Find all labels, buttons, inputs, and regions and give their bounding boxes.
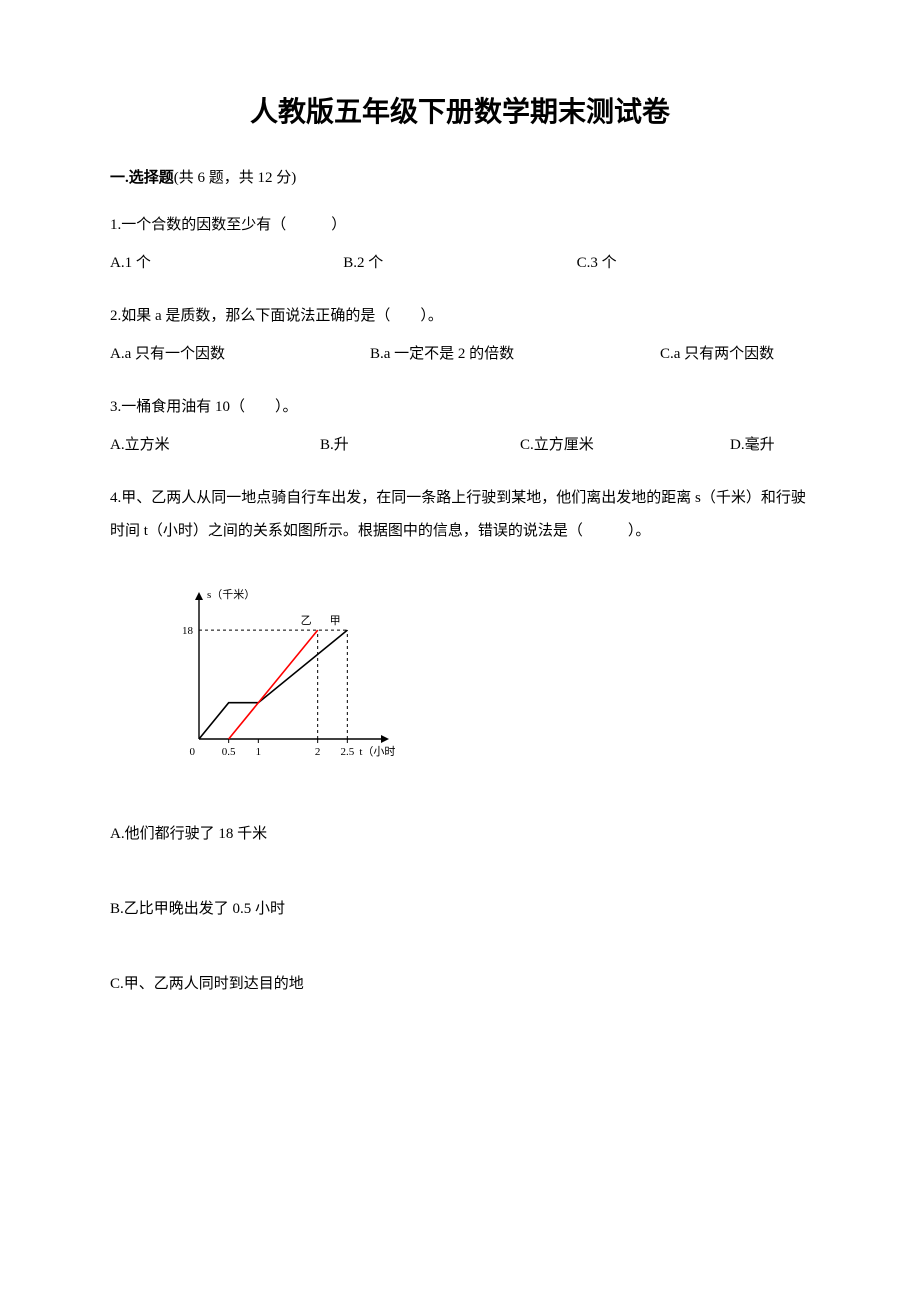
section-1-header: 一.选择题(共 6 题，共 12 分)	[110, 166, 810, 187]
q3-stem: 3.一桶食用油有 10（ ）。	[110, 391, 810, 424]
q3-option-b: B.升	[320, 430, 520, 460]
q1-stem: 1.一个合数的因数至少有（ ）	[110, 209, 810, 242]
q3-options: A.立方米B.升C.立方厘米D.毫升	[110, 430, 810, 460]
svg-text:18: 18	[182, 625, 194, 637]
doc-title: 人教版五年级下册数学期末测试卷	[110, 90, 810, 130]
svg-text:甲: 甲	[330, 615, 341, 627]
svg-text:0: 0	[190, 746, 196, 758]
question-4: 4.甲、乙两人从同一地点骑自行车出发，在同一条路上行驶到某地，他们离出发地的距离…	[110, 482, 810, 1001]
svg-text:乙: 乙	[301, 614, 312, 627]
svg-text:t（小时）: t（小时）	[359, 745, 395, 758]
q1-option-b: B.2 个	[343, 248, 576, 278]
q2-option-b: B.a 一定不是 2 的倍数	[370, 339, 660, 369]
q2-option-c: C.a 只有两个因数	[660, 339, 774, 369]
svg-text:2: 2	[315, 746, 321, 758]
q1-option-c: C.3 个	[577, 248, 810, 278]
q4-chart: s（千米） t（小时） 0 0.5 1 2 2.5 18 乙 甲	[165, 584, 810, 782]
q4-option-b: B.乙比甲晚出发了 0.5 小时	[110, 893, 810, 926]
q2-stem: 2.如果 a 是质数，那么下面说法正确的是（ ）。	[110, 300, 810, 333]
q4-options: A.他们都行驶了 18 千米 B.乙比甲晚出发了 0.5 小时 C.甲、乙两人同…	[110, 818, 810, 1001]
q3-option-c: C.立方厘米	[520, 430, 730, 460]
q2-options: A.a 只有一个因数B.a 一定不是 2 的倍数C.a 只有两个因数	[110, 339, 810, 369]
q2-option-a: A.a 只有一个因数	[110, 339, 370, 369]
svg-text:0.5: 0.5	[222, 746, 236, 758]
line-chart-svg: s（千米） t（小时） 0 0.5 1 2 2.5 18 乙 甲	[165, 584, 395, 769]
svg-text:1: 1	[256, 746, 262, 758]
svg-text:s（千米）: s（千米）	[207, 588, 255, 601]
question-2: 2.如果 a 是质数，那么下面说法正确的是（ ）。 A.a 只有一个因数B.a …	[110, 300, 810, 369]
q3-option-a: A.立方米	[110, 430, 320, 460]
q1-option-a: A.1 个	[110, 248, 343, 278]
section-1-info: (共 6 题，共 12 分)	[174, 170, 297, 186]
q4-stem: 4.甲、乙两人从同一地点骑自行车出发，在同一条路上行驶到某地，他们离出发地的距离…	[110, 482, 810, 548]
q4-option-a: A.他们都行驶了 18 千米	[110, 818, 810, 851]
q3-option-d: D.毫升	[730, 430, 775, 460]
question-3: 3.一桶食用油有 10（ ）。 A.立方米B.升C.立方厘米D.毫升	[110, 391, 810, 460]
section-1-label: 一.选择题	[110, 170, 174, 186]
q4-option-c: C.甲、乙两人同时到达目的地	[110, 968, 810, 1001]
q1-options: A.1 个 B.2 个 C.3 个	[110, 248, 810, 278]
question-1: 1.一个合数的因数至少有（ ） A.1 个 B.2 个 C.3 个	[110, 209, 810, 278]
svg-text:2.5: 2.5	[340, 746, 354, 758]
